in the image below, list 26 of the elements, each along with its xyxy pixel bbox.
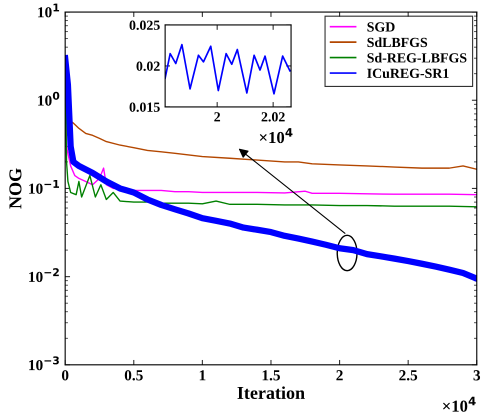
x-tick-label: 2 bbox=[214, 112, 220, 122]
y-tick-label: 10$^{0}$ bbox=[38, 92, 60, 106]
x-tick-label: 2.5 bbox=[399, 370, 418, 381]
x-tick-label: 0 bbox=[62, 370, 68, 380]
y-tick-label: 10$^{−1}$ bbox=[29, 180, 60, 194]
annotation: ×10$^{4}$ bbox=[260, 128, 292, 144]
x-tick-label: 2.02 bbox=[262, 112, 285, 122]
y-tick-label: 10$^{−2}$ bbox=[29, 268, 59, 282]
x-tick-label: 2 bbox=[336, 370, 343, 380]
legend-label: SdLBFGS bbox=[367, 37, 428, 48]
y-tick-label: 0.015 bbox=[130, 102, 160, 112]
y-tick-label: 10$^{−3}$ bbox=[29, 356, 59, 370]
line-series bbox=[165, 44, 291, 95]
legend-label: ICuREG-SR1 bbox=[367, 68, 449, 78]
x-tick-label: 1 bbox=[200, 370, 206, 380]
y-tick-label: 10$^{1}$ bbox=[38, 4, 60, 18]
x-tick-label: 1.5 bbox=[262, 370, 280, 381]
x-axis-title: Iteration bbox=[237, 386, 305, 400]
y-tick-label: 0.02 bbox=[136, 62, 160, 71]
x-tick-label: 3 bbox=[474, 370, 480, 380]
text: ×10$^{4}$ bbox=[443, 396, 476, 412]
legend-label: Sd-REG-LBFGS bbox=[367, 52, 466, 63]
x-tick-label: 0.5 bbox=[124, 370, 143, 381]
y-axis-title: NOG bbox=[9, 168, 22, 209]
legend-label: SGD bbox=[367, 22, 395, 32]
y-tick-label: 0.025 bbox=[130, 20, 160, 30]
